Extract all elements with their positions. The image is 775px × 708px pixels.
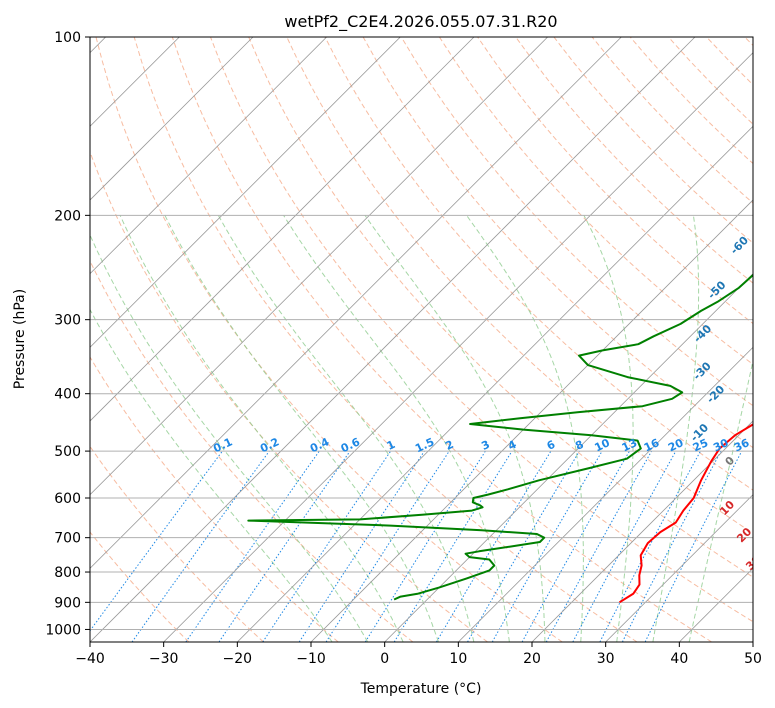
- mixing-ratio-line: [599, 450, 701, 642]
- mixing-ratio-line: [435, 450, 552, 642]
- isotherm-line: [605, 494, 753, 642]
- isotherm-line: [90, 37, 401, 348]
- y-axis-label: Pressure (hPa): [12, 289, 28, 389]
- isotherm-line: [458, 346, 753, 642]
- dry-adiabat-line: [90, 445, 264, 642]
- mixing-ratio-line: [325, 450, 450, 642]
- plot-frame: [89, 36, 754, 643]
- isotherm-line: [90, 37, 548, 496]
- dry-adiabat-line: [90, 356, 339, 642]
- x-tick-label: 30: [597, 651, 615, 667]
- x-tick-label: 10: [449, 651, 467, 667]
- moist-adiabat-line: [90, 308, 333, 642]
- isotherm-line: [90, 37, 327, 275]
- dry-adiabat-line: [171, 37, 712, 642]
- isotherm-line: [90, 37, 622, 569]
- mixing-ratio-line: [545, 450, 653, 642]
- isotherm-line: [237, 125, 753, 642]
- mixing-ratio-label: 20: [666, 436, 686, 454]
- temperature-profile-line: [618, 423, 753, 604]
- isotherm-label: -70: [755, 177, 775, 200]
- y-tick-label: 500: [54, 444, 81, 460]
- dry-adiabat-line: [90, 531, 190, 642]
- plot-background: [90, 37, 753, 642]
- mixing-ratio-line: [90, 450, 223, 632]
- mixing-ratio-label: 25: [691, 436, 710, 454]
- wetbulb-label: 40: [761, 579, 775, 599]
- mixing-ratio-label: 13: [620, 436, 639, 454]
- dry-adiabat-line: [90, 150, 488, 642]
- mixing-ratio-line: [185, 450, 320, 642]
- mixing-ratio-label: 16: [642, 436, 662, 454]
- mixing-ratio-label: 10: [593, 436, 613, 454]
- pressure-gridlines: [90, 37, 753, 630]
- y-tick-label: 700: [54, 531, 81, 547]
- x-tick-label: −20: [223, 651, 253, 667]
- moist-adiabat-line: [652, 215, 700, 642]
- y-tick-label: 800: [54, 565, 81, 581]
- dry-adiabat-line: [515, 37, 753, 284]
- dry-adiabat-line: [438, 37, 753, 366]
- mixing-ratio-label: 30: [711, 436, 731, 454]
- moist-adiabat-line: [583, 215, 634, 642]
- y-tick-label: 400: [54, 387, 81, 403]
- dry-adiabat-line: [95, 37, 563, 642]
- dry-adiabat-line: [400, 37, 753, 407]
- x-tick-label: −40: [75, 651, 105, 667]
- mixing-ratio-line: [218, 450, 351, 642]
- dry-adiabat-line: [210, 37, 753, 623]
- x-tick-label: 50: [744, 651, 762, 667]
- y-tick-label: 200: [54, 208, 81, 224]
- dry-adiabat-line: [133, 37, 638, 642]
- y-tick-label: 300: [54, 313, 81, 329]
- isotherm-line: [752, 641, 753, 642]
- dewpoint-profile-line: [247, 273, 753, 601]
- isotherm-line: [90, 37, 696, 642]
- mixing-ratio-line: [572, 450, 677, 642]
- mixing-ratio-line: [262, 450, 392, 642]
- moist-adiabat-line: [119, 215, 404, 642]
- isotherm-line: [531, 420, 753, 642]
- x-axis-label: Temperature (°C): [360, 681, 482, 697]
- mixing-ratio-line: [644, 450, 743, 642]
- y-tick-label: 600: [54, 491, 81, 507]
- chart-title: wetPf2_C2E4.2026.055.07.31.R20: [284, 12, 557, 32]
- moist-adiabat-line: [90, 233, 369, 642]
- moist-adiabat-line: [688, 358, 753, 642]
- moist-adiabat-line: [164, 215, 439, 642]
- mixing-ratio-line: [364, 450, 486, 642]
- moist-adiabat-line: [364, 215, 546, 642]
- isotherm-label: -80: [767, 135, 775, 158]
- x-tick-label: −30: [149, 651, 179, 667]
- wetbulb-label: 30: [743, 553, 763, 573]
- y-axis-ticks: 100 200 300 400 500 600 700 800 900 1000: [45, 30, 90, 638]
- profiles: [247, 273, 753, 604]
- isotherm-line: [90, 37, 254, 201]
- isotherm-line: [90, 37, 475, 422]
- x-tick-label: 40: [670, 651, 688, 667]
- mixing-ratio-line: [521, 450, 630, 642]
- x-tick-label: 20: [523, 651, 541, 667]
- dry-adiabat-line: [324, 37, 753, 491]
- mixing-ratio-line: [393, 450, 513, 642]
- mixing-ratio-line: [298, 450, 425, 642]
- x-tick-label: 0: [380, 651, 389, 667]
- isotherm-line: [310, 199, 753, 642]
- isotherm-line: [163, 52, 753, 642]
- isotherm-line: [384, 273, 753, 642]
- mixing-ratio-line: [621, 450, 722, 642]
- y-tick-label: 1000: [45, 622, 81, 638]
- x-axis-ticks: −40 −30 −20 −10 0 10 20 30 40 50: [75, 642, 762, 667]
- y-tick-label: 100: [54, 30, 81, 46]
- dry-adiabat-line: [248, 37, 753, 578]
- mixing-ratio-line: [131, 450, 270, 642]
- mixing-ratio-label: 36: [732, 436, 752, 454]
- wetbulb-label: 20: [734, 525, 754, 545]
- y-tick-label: 900: [54, 595, 81, 611]
- x-tick-label: −10: [296, 651, 326, 667]
